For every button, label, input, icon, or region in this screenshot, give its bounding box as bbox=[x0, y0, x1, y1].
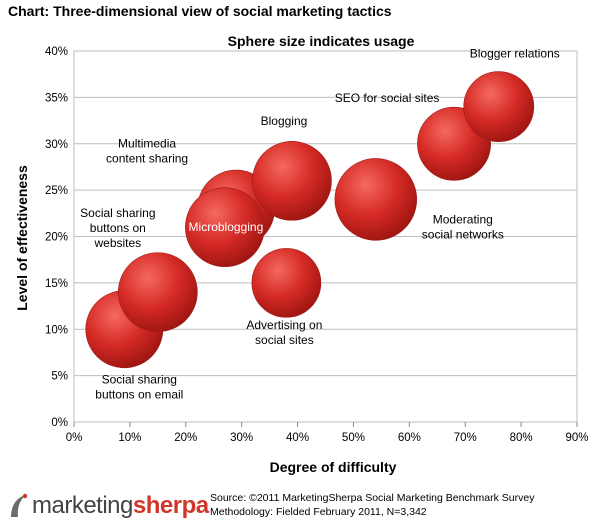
bubble-label: Social sharing bbox=[102, 372, 177, 386]
bubble-microblogging bbox=[185, 187, 265, 268]
footer-source: Source: ©2011 MarketingSherpa Social Mar… bbox=[210, 491, 534, 519]
bubble-label: Blogging bbox=[261, 114, 308, 128]
x-tick-label: 10% bbox=[118, 432, 141, 444]
x-tick-label: 20% bbox=[174, 432, 197, 444]
sherpa-mountain-icon bbox=[11, 493, 28, 517]
bubble-label: SEO for social sites bbox=[335, 91, 440, 105]
bubble-layer bbox=[85, 71, 535, 369]
methodology-line: Methodology: Fielded February 2011, N=3,… bbox=[210, 506, 427, 518]
y-tick-label: 25% bbox=[45, 185, 68, 197]
bubble-label: Moderating bbox=[433, 212, 493, 226]
x-axis-title: Degree of difficulty bbox=[270, 459, 397, 475]
x-tick-label: 30% bbox=[230, 432, 253, 444]
bubble-label: social sites bbox=[255, 333, 314, 347]
y-tick-label: 40% bbox=[45, 46, 68, 58]
y-axis-title: Level of effectiveness bbox=[14, 165, 30, 311]
bubble-label: Microblogging bbox=[189, 220, 264, 234]
y-tick-label: 15% bbox=[45, 278, 68, 290]
x-tick-label: 80% bbox=[510, 432, 533, 444]
marketingsherpa-logo: marketing sherpa bbox=[8, 489, 209, 523]
bubble-advertising-on-social-sites bbox=[251, 248, 322, 318]
bubble-label: content sharing bbox=[106, 152, 188, 166]
bubble-social-sharing-buttons-on-websites bbox=[118, 252, 198, 332]
x-tick-label: 0% bbox=[66, 432, 83, 444]
bubble-moderating-social-networks bbox=[334, 158, 418, 241]
y-tick-label: 20% bbox=[45, 232, 68, 244]
bubble-blogging bbox=[252, 141, 332, 221]
bubble-blogger-relations bbox=[463, 71, 535, 142]
chart-title: Sphere size indicates usage bbox=[228, 33, 415, 49]
y-tick-label: 10% bbox=[45, 324, 68, 336]
x-tick-label: 60% bbox=[398, 432, 421, 444]
bubble-label: Advertising on bbox=[246, 318, 322, 332]
bubble-label: Multimedia bbox=[118, 137, 176, 151]
y-tick-label: 35% bbox=[45, 92, 68, 104]
logo-text-marketing: marketing bbox=[32, 492, 133, 519]
x-tick-label: 40% bbox=[286, 432, 309, 444]
bubble-label: social networks bbox=[422, 227, 504, 241]
x-tick-label: 90% bbox=[565, 432, 588, 444]
x-tick-label: 70% bbox=[454, 432, 477, 444]
bubble-label: Social sharing bbox=[80, 206, 155, 220]
header-title: Chart: Three-dimensional view of social … bbox=[8, 3, 392, 19]
logo-text-sherpa: sherpa bbox=[132, 492, 209, 519]
bubble-label: Blogger relations bbox=[470, 47, 560, 61]
y-tick-label: 0% bbox=[51, 417, 68, 429]
bubble-label: buttons on email bbox=[95, 387, 183, 401]
y-tick-label: 30% bbox=[45, 139, 68, 151]
bubble-label: buttons on bbox=[90, 221, 146, 235]
source-line: Source: ©2011 MarketingSherpa Social Mar… bbox=[210, 492, 535, 504]
x-tick-label: 50% bbox=[342, 432, 365, 444]
bubble-label: websites bbox=[93, 236, 141, 250]
y-tick-label: 5% bbox=[51, 371, 68, 383]
